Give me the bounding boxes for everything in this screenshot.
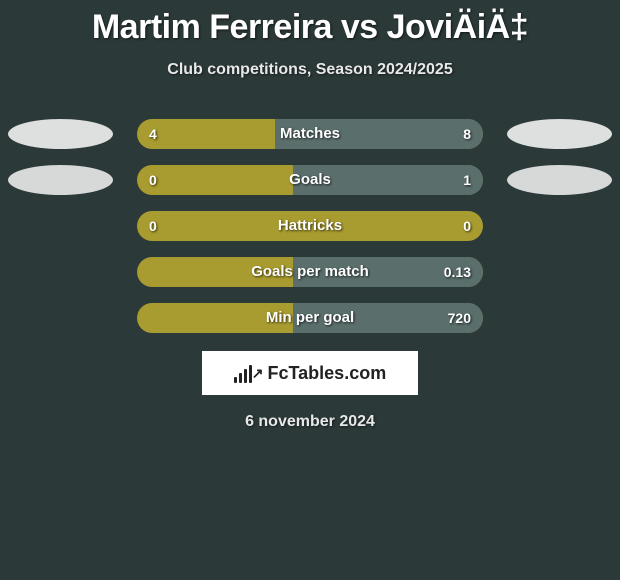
bar-right-fill (293, 165, 483, 195)
stat-row: Min per goal 720 (0, 303, 620, 333)
right-value: 1 (463, 165, 471, 195)
brand-text: FcTables.com (268, 363, 387, 384)
page-subtitle: Club competitions, Season 2024/2025 (0, 61, 620, 79)
left-value: 0 (149, 211, 157, 241)
bar-chart-icon (234, 363, 252, 383)
right-value: 720 (448, 303, 471, 333)
bar-track: 4 Matches 8 (137, 119, 483, 149)
player-right-ellipse (507, 119, 612, 149)
left-value: 0 (149, 165, 157, 195)
date-text: 6 november 2024 (0, 413, 620, 431)
stat-row: Goals per match 0.13 (0, 257, 620, 287)
player-left-ellipse (8, 165, 113, 195)
stat-label: Hattricks (137, 211, 483, 241)
comparison-chart: 4 Matches 8 0 Goals 1 0 Hattricks 0 Goal… (0, 119, 620, 333)
player-right-ellipse (507, 165, 612, 195)
right-value: 8 (463, 119, 471, 149)
left-value: 4 (149, 119, 157, 149)
bar-track: 0 Hattricks 0 (137, 211, 483, 241)
bar-track: Goals per match 0.13 (137, 257, 483, 287)
brand-box: ↗ FcTables.com (202, 351, 418, 395)
stat-row: 4 Matches 8 (0, 119, 620, 149)
arrow-icon: ↗ (252, 365, 264, 382)
right-value: 0.13 (444, 257, 471, 287)
stat-row: 0 Hattricks 0 (0, 211, 620, 241)
page-title: Martim Ferreira vs JoviÄiÄ‡ (0, 0, 620, 47)
player-left-ellipse (8, 119, 113, 149)
stat-row: 0 Goals 1 (0, 165, 620, 195)
bar-track: 0 Goals 1 (137, 165, 483, 195)
bar-track: Min per goal 720 (137, 303, 483, 333)
bar-right-fill (275, 119, 483, 149)
right-value: 0 (463, 211, 471, 241)
